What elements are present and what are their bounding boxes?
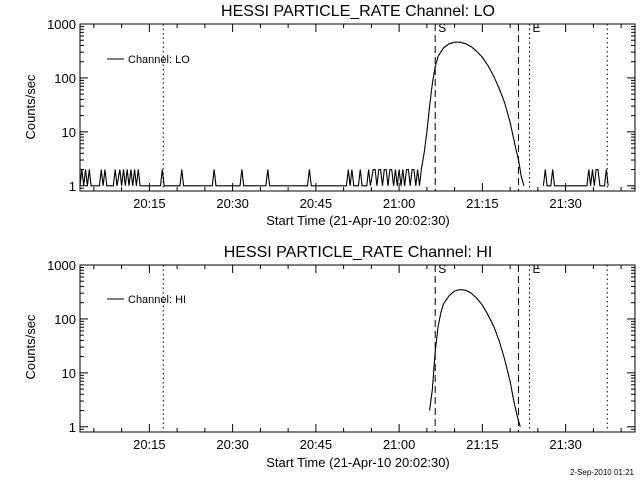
y-tick-label: 1 (69, 179, 76, 194)
x-tick-label: 21:30 (549, 196, 582, 211)
x-tick-label: 20:15 (133, 437, 166, 452)
series-line (79, 41, 525, 187)
y-tick-label: 10 (62, 366, 76, 381)
x-tick-label: 20:45 (300, 196, 333, 211)
time-marker-label: S (438, 262, 446, 276)
x-tick-label: 20:15 (133, 196, 166, 211)
axis-ticks: 20:15 20:30 20:45 21:00 21:15 21:30 1 10 100 1000 (47, 258, 635, 452)
y-tick-label: 1000 (47, 17, 76, 32)
y-tick-label: 100 (54, 71, 76, 86)
y-tick-label: 100 (54, 312, 76, 327)
chart-title: HESSI PARTICLE_RATE Channel: LO (221, 3, 495, 20)
x-tick-label: 21:30 (549, 437, 582, 452)
x-tick-label: 21:00 (383, 196, 416, 211)
y-axis-label: Counts/sec (23, 314, 38, 380)
x-tick-label: 21:15 (466, 196, 499, 211)
legend-label: Channel: HI (128, 294, 186, 306)
legend: Channel: HI (107, 294, 186, 306)
x-axis-label: Start Time (21-Apr-10 20:02:30) (266, 455, 450, 470)
time-marker-label: S (438, 21, 446, 35)
hi-channel-panel: HESSI PARTICLE_RATE Channel: HI Counts/s… (23, 244, 636, 470)
y-tick-label: 1 (69, 420, 76, 435)
x-tick-label: 20:30 (216, 437, 249, 452)
time-marker-label: E (533, 21, 541, 35)
x-tick-label: 20:30 (216, 196, 249, 211)
lo-channel-panel: HESSI PARTICLE_RATE Channel: LO Counts/s… (23, 3, 636, 228)
plot-frame (79, 264, 636, 433)
plot-frame (79, 23, 636, 192)
data-series (429, 289, 521, 427)
series-line (429, 289, 521, 427)
x-tick-label: 21:00 (383, 437, 416, 452)
data-series (79, 41, 609, 187)
y-tick-label: 1000 (47, 258, 76, 273)
footer-timestamp: 2-Sep-2010 01:21 (570, 468, 635, 477)
time-marker-label: E (533, 262, 541, 276)
x-axis-label: Start Time (21-Apr-10 20:02:30) (266, 213, 450, 228)
x-tick-label: 21:15 (466, 437, 499, 452)
series-line (542, 168, 609, 187)
y-tick-label: 10 (62, 125, 76, 140)
x-tick-label: 20:45 (300, 437, 333, 452)
legend: Channel: LO (107, 54, 190, 66)
axis-ticks: 20:15 20:30 20:45 21:00 21:15 21:30 1 10 100 1000 (47, 17, 635, 211)
y-axis-label: Counts/sec (23, 74, 38, 140)
legend-label: Channel: LO (128, 54, 190, 66)
chart-title: HESSI PARTICLE_RATE Channel: HI (224, 244, 493, 261)
